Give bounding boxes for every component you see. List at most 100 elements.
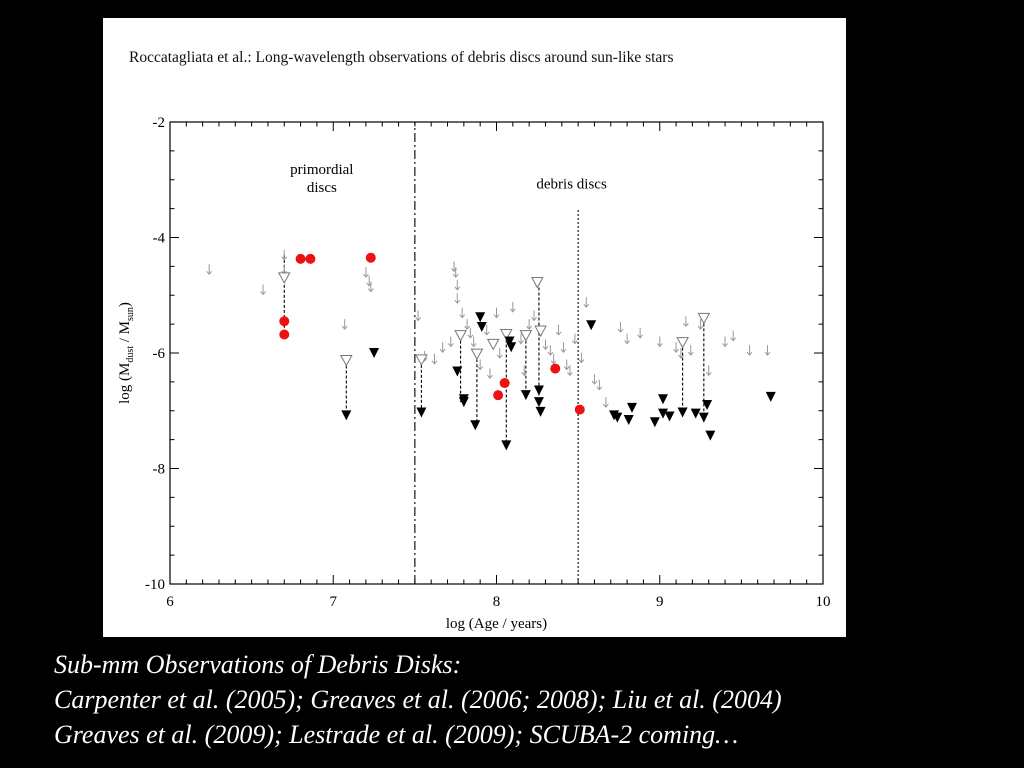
data-point-triangle <box>690 408 701 419</box>
region-label-1: discs <box>307 180 337 196</box>
slide-caption: Sub-mm Observations of Debris Disks: Car… <box>54 647 782 752</box>
data-point-circle <box>365 252 376 263</box>
data-point-triangle <box>341 410 352 421</box>
upper-limit-arrow <box>260 284 266 296</box>
upper-limit-arrow <box>583 297 590 308</box>
plot-frame <box>169 121 824 585</box>
data-point-triangle <box>416 407 427 418</box>
upper-limit-arrow <box>206 264 213 276</box>
upper-limit-arrow <box>542 339 549 351</box>
upper-limit-arrow <box>722 336 728 348</box>
data-point-circle <box>279 316 290 327</box>
upper-limit-arrow <box>454 279 461 291</box>
upper-limit-arrow <box>687 345 694 356</box>
upper-limit-arrow <box>571 333 578 345</box>
upper-limit-arrow <box>281 249 288 261</box>
upper-limit-arrow <box>493 307 500 319</box>
x-tick-label: 9 <box>656 594 664 610</box>
upper-limit-arrow <box>467 327 474 339</box>
data-point-open-triangle <box>415 354 428 366</box>
data-point-circle <box>279 329 290 340</box>
data-point-open-triangle <box>697 312 711 325</box>
paper-header: Roccatagliata et al.: Long-wavelength ob… <box>129 49 674 66</box>
figure-panel: 6 7 8 9 10 -2 -4 -6 -8 -10 log (Age / years) log (M… <box>103 18 846 637</box>
x-tick-label: 10 <box>816 594 831 610</box>
upper-limit-arrow <box>454 293 461 304</box>
data-point-open-triangle <box>486 338 500 351</box>
x-tick-label: 6 <box>166 594 174 610</box>
data-point-circle <box>305 253 316 264</box>
data-point-triangle <box>475 312 486 323</box>
data-point-circle <box>499 378 510 389</box>
upper-limit-arrow <box>705 365 712 377</box>
data-point-triangle <box>658 394 669 405</box>
upper-limit-arrow <box>624 333 630 345</box>
scatter-chart: 6 7 8 9 10 -2 -4 -6 -8 -10 log (Age / years) log (M… <box>117 115 831 632</box>
upper-limit-arrow <box>555 324 562 336</box>
y-tick-label: -8 <box>153 462 166 478</box>
upper-limit-arrow <box>526 319 533 330</box>
data-point-open-triangle <box>499 329 513 341</box>
data-point-triangle <box>535 406 546 417</box>
upper-limit-arrow <box>470 336 477 348</box>
upper-limit-arrow <box>452 267 459 278</box>
upper-limit-arrow <box>764 345 771 356</box>
y-tick-label: -6 <box>153 346 166 362</box>
data-point-triangle <box>586 320 597 331</box>
y-tick-label: -2 <box>153 115 166 131</box>
upper-limit-arrow <box>439 342 446 354</box>
upper-limit-arrow <box>483 324 490 336</box>
upper-limit-arrow <box>550 353 557 365</box>
data-point-triangle <box>470 420 481 431</box>
data-point-circle <box>295 253 306 264</box>
caption-line-1: Sub-mm Observations of Debris Disks: <box>54 650 462 679</box>
upper-limit-arrow <box>496 348 503 359</box>
y-tick-label: -4 <box>153 231 166 247</box>
upper-limit-arrow <box>637 327 644 339</box>
upper-limit-arrow <box>477 359 484 371</box>
data-point-open-triangle <box>519 330 533 342</box>
upper-limit-arrow <box>415 310 422 322</box>
upper-limit-arrow <box>487 368 493 379</box>
data-point-triangle <box>765 391 776 402</box>
upper-limit-arrow <box>547 345 554 356</box>
data-point-triangle <box>612 412 623 423</box>
upper-limit-arrow <box>363 267 369 278</box>
data-point-circle <box>493 390 504 401</box>
x-tick-label: 7 <box>330 594 338 610</box>
upper-limit-arrow <box>567 365 573 377</box>
data-point-triangle <box>506 342 517 353</box>
upper-limit-arrow <box>521 365 528 377</box>
y-tick-label: -10 <box>145 577 165 593</box>
upper-limit-arrow <box>591 373 598 385</box>
data-point-triangle <box>623 414 634 425</box>
upper-limit-arrow <box>431 353 438 365</box>
upper-limit-arrow <box>518 333 524 345</box>
upper-limit-arrow <box>367 281 374 293</box>
upper-limit-arrow <box>678 348 684 359</box>
upper-limit-arrow <box>602 397 609 408</box>
upper-limit-arrow <box>673 342 679 354</box>
data-point-circle <box>574 404 585 415</box>
data-point-triangle <box>626 402 637 413</box>
data-point-triangle <box>520 390 531 401</box>
data-point-open-triangle <box>676 337 689 349</box>
data-point-triangle <box>649 417 660 428</box>
data-point-circle <box>550 363 561 374</box>
data-point-triangle <box>501 440 512 451</box>
upper-limit-arrow <box>509 301 516 313</box>
data-point-triangle <box>677 407 688 418</box>
data-point-triangle <box>533 385 544 396</box>
upper-limit-arrow <box>682 316 689 328</box>
region-label-1: primordial <box>290 162 353 178</box>
upper-limit-arrow <box>459 307 466 319</box>
data-point-triangle <box>369 348 380 358</box>
data-point-triangle <box>664 411 675 422</box>
data-point-open-triangle <box>470 348 484 361</box>
data-point-open-triangle <box>530 277 544 289</box>
region-label-2: debris discs <box>536 176 607 192</box>
data-point-open-triangle <box>277 272 291 284</box>
data-point-open-triangle <box>339 355 353 367</box>
caption-line-3: Greaves et al. (2009); Lestrade et al. (… <box>54 720 739 749</box>
x-tick-label: 8 <box>493 594 501 610</box>
